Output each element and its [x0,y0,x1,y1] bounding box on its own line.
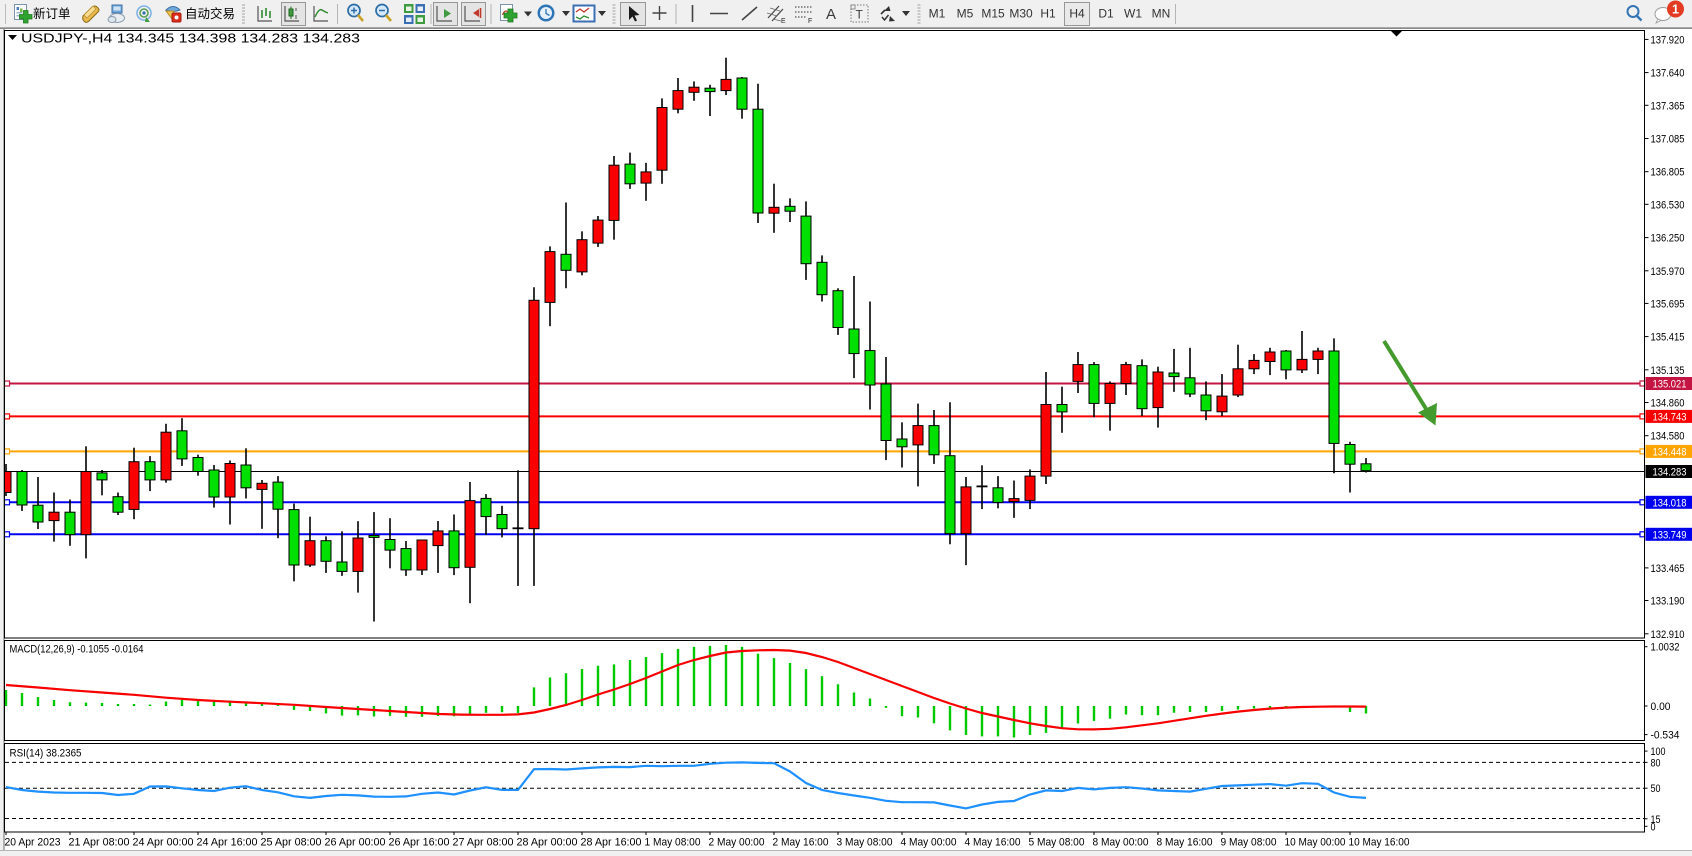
svg-text:27 Apr 08:00: 27 Apr 08:00 [453,837,514,849]
svg-text:1 May 08:00: 1 May 08:00 [645,837,701,849]
svg-text:137.920: 137.920 [1651,34,1685,46]
svg-text:5 May 08:00: 5 May 08:00 [1029,837,1085,849]
svg-text:137.365: 137.365 [1651,100,1685,112]
svg-text:134.448: 134.448 [1653,446,1687,458]
svg-text:USDJPY-,H4 134.345 134.398 13: USDJPY-,H4 134.345 134.398 134.283 134.2… [21,31,360,46]
svg-text:3 May 08:00: 3 May 08:00 [837,837,893,849]
svg-text:8 May 16:00: 8 May 16:00 [1157,837,1213,849]
svg-text:M1: M1 [929,7,946,21]
svg-text:132.910: 132.910 [1651,629,1685,641]
svg-text:134.860: 134.860 [1651,398,1685,410]
svg-text:E: E [781,18,786,25]
svg-text:2 May 16:00: 2 May 16:00 [773,837,829,849]
svg-text:20 Apr 2023: 20 Apr 2023 [5,837,61,849]
svg-text:新订单: 新订单 [33,6,71,21]
svg-text:24 Apr 16:00: 24 Apr 16:00 [197,837,258,849]
svg-text:M5: M5 [957,7,974,21]
svg-text:137.640: 137.640 [1651,68,1685,80]
svg-text:4 May 00:00: 4 May 00:00 [901,837,957,849]
svg-text:133.190: 133.190 [1651,596,1685,608]
svg-text:135.970: 135.970 [1651,266,1685,278]
svg-text:H4: H4 [1069,7,1085,21]
svg-text:136.805: 136.805 [1651,167,1685,179]
svg-text:0.00: 0.00 [1651,701,1671,713]
svg-text:1: 1 [1672,3,1679,17]
svg-text:9 May 08:00: 9 May 08:00 [1221,837,1277,849]
svg-text:134.283: 134.283 [1653,467,1687,479]
svg-text:1.0032: 1.0032 [1651,642,1680,654]
svg-text:136.530: 136.530 [1651,199,1685,211]
svg-text:137.085: 137.085 [1651,134,1685,146]
svg-text:28 Apr 00:00: 28 Apr 00:00 [517,837,578,849]
svg-text:自动交易: 自动交易 [185,6,235,21]
svg-text:133.749: 133.749 [1653,529,1687,541]
svg-text:0: 0 [1651,821,1656,833]
svg-text:A: A [826,6,836,23]
svg-text:2 May 00:00: 2 May 00:00 [709,837,765,849]
svg-text:100: 100 [1651,746,1666,758]
svg-text:RSI(14) 38.2365: RSI(14) 38.2365 [10,748,82,760]
svg-text:50: 50 [1651,783,1661,795]
svg-text:28 Apr 16:00: 28 Apr 16:00 [581,837,642,849]
svg-text:10 May 00:00: 10 May 00:00 [1285,837,1346,849]
svg-text:26 Apr 00:00: 26 Apr 00:00 [325,837,386,849]
svg-text:F: F [808,18,812,25]
svg-text:136.250: 136.250 [1651,233,1685,245]
svg-text:-0.534: -0.534 [1651,730,1680,742]
svg-text:26 Apr 16:00: 26 Apr 16:00 [389,837,450,849]
svg-text:M30: M30 [1009,7,1033,21]
svg-text:134.580: 134.580 [1651,431,1685,443]
svg-text:135.415: 135.415 [1651,332,1685,344]
svg-text:135.135: 135.135 [1651,365,1685,377]
svg-text:25 Apr 08:00: 25 Apr 08:00 [261,837,322,849]
svg-text:W1: W1 [1124,7,1142,21]
svg-text:D1: D1 [1098,7,1114,21]
svg-text:15: 15 [1651,814,1661,826]
svg-text:134.018: 134.018 [1653,497,1687,509]
svg-text:80: 80 [1651,757,1661,769]
svg-text:MACD(12,26,9) -0.1055 -0.0164: MACD(12,26,9) -0.1055 -0.0164 [10,644,144,656]
svg-text:4 May 16:00: 4 May 16:00 [965,837,1021,849]
svg-text:134.743: 134.743 [1653,411,1687,423]
svg-text:135.695: 135.695 [1651,298,1685,310]
svg-text:8 May 00:00: 8 May 00:00 [1093,837,1149,849]
svg-text:133.465: 133.465 [1651,563,1685,575]
svg-text:H1: H1 [1040,7,1056,21]
svg-text:MN: MN [1152,7,1171,21]
svg-text:21 Apr 08:00: 21 Apr 08:00 [69,837,130,849]
svg-text:T: T [856,8,864,22]
svg-text:135.021: 135.021 [1653,379,1687,391]
svg-text:M15: M15 [981,7,1005,21]
svg-text:10 May 16:00: 10 May 16:00 [1349,837,1410,849]
svg-text:24 Apr 00:00: 24 Apr 00:00 [133,837,194,849]
